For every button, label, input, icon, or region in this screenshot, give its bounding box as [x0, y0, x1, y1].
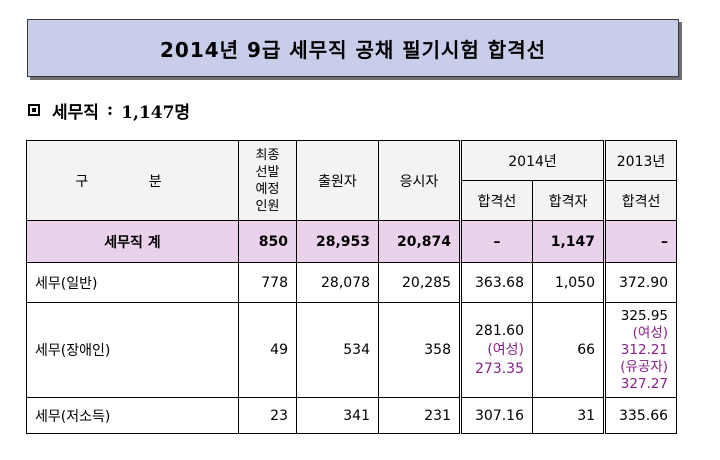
cell-examinees: 20,874	[378, 220, 461, 263]
header-cutoff-2013: 합격선	[604, 180, 678, 221]
cell-applicants: 28,078	[296, 262, 379, 303]
prev-female-value: 312.21	[620, 341, 669, 358]
cell-applicants: 341	[296, 397, 379, 434]
header-cutoff-2014: 합격선	[459, 180, 533, 221]
row-name: 세무(저소득)	[26, 397, 239, 434]
header-category: 구 분	[26, 140, 239, 221]
cell-applicants: 28,953	[296, 220, 379, 263]
header-year-2013: 2013년	[604, 140, 678, 181]
header-examinees: 응시자	[378, 140, 461, 221]
header-applicants: 출원자	[296, 140, 379, 221]
cell-passers: 66	[531, 302, 607, 398]
cell-quota: 778	[238, 262, 297, 303]
table-row-lowincome: 세무(저소득) 23 341 231 307.16 31 335.66	[26, 397, 678, 434]
header-quota: 최종 선발 예정 인원	[238, 140, 297, 221]
row-name: 세무(일반)	[26, 262, 239, 303]
cutoff-female-value: 273.35	[475, 360, 524, 377]
cell-cutoff-2013: 335.66	[604, 397, 678, 434]
cell-passers: 1,147	[531, 220, 607, 263]
cell-cutoff-2013: 372.90	[604, 262, 678, 303]
section-value: 1,147명	[121, 102, 191, 123]
section-label: 세무직	[52, 102, 99, 123]
cell-quota: 850	[238, 220, 297, 263]
cutoff-female-label: (여성)	[487, 341, 524, 358]
table-row-general: 세무(일반) 778 28,078 20,285 363.68 1,050 37…	[26, 262, 678, 303]
cell-quota: 49	[238, 302, 297, 398]
cell-cutoff-2013: 325.95 (여성) 312.21 (유공자) 327.27	[604, 302, 678, 398]
cutoff-table: 구 분 최종 선발 예정 인원 출원자 응시자 2014년 2013년 합격선 …	[26, 140, 678, 434]
prev-veteran-value: 327.27	[620, 375, 669, 392]
page-title: 2014년 9급 세무직 공채 필기시험 합격선	[27, 19, 679, 77]
row-name: 세무직 계	[26, 220, 239, 263]
cell-cutoff: 307.16	[459, 397, 533, 434]
cell-examinees: 358	[378, 302, 461, 398]
section-colon: :	[106, 100, 114, 120]
cell-examinees: 20,285	[378, 262, 461, 303]
prev-veteran-label: (유공자)	[620, 358, 669, 375]
header-year-2014: 2014년	[458, 140, 607, 181]
cell-quota: 23	[238, 397, 297, 434]
cell-applicants: 534	[296, 302, 379, 398]
cell-passers: 31	[531, 397, 607, 434]
header-passers-2014: 합격자	[531, 180, 607, 221]
cell-examinees: 231	[378, 397, 461, 434]
square-bullet-icon	[28, 104, 40, 116]
row-name: 세무(장애인)	[26, 302, 239, 398]
table-row-total: 세무직 계 850 28,953 20,874 – 1,147 –	[26, 220, 678, 263]
cell-cutoff: –	[459, 220, 533, 263]
prev-female-label: (여성)	[632, 324, 669, 341]
prev-value: 325.95	[620, 307, 669, 324]
section-heading: 세무직 : 1,147명	[28, 98, 191, 123]
cell-cutoff: 281.60 (여성) 273.35	[459, 302, 533, 398]
cutoff-value: 281.60	[475, 322, 524, 339]
table-row-disabled: 세무(장애인) 49 534 358 281.60 (여성) 273.35 66…	[26, 302, 678, 398]
cell-cutoff-2013: –	[604, 220, 678, 263]
cell-passers: 1,050	[531, 262, 607, 303]
cell-cutoff: 363.68	[459, 262, 533, 303]
